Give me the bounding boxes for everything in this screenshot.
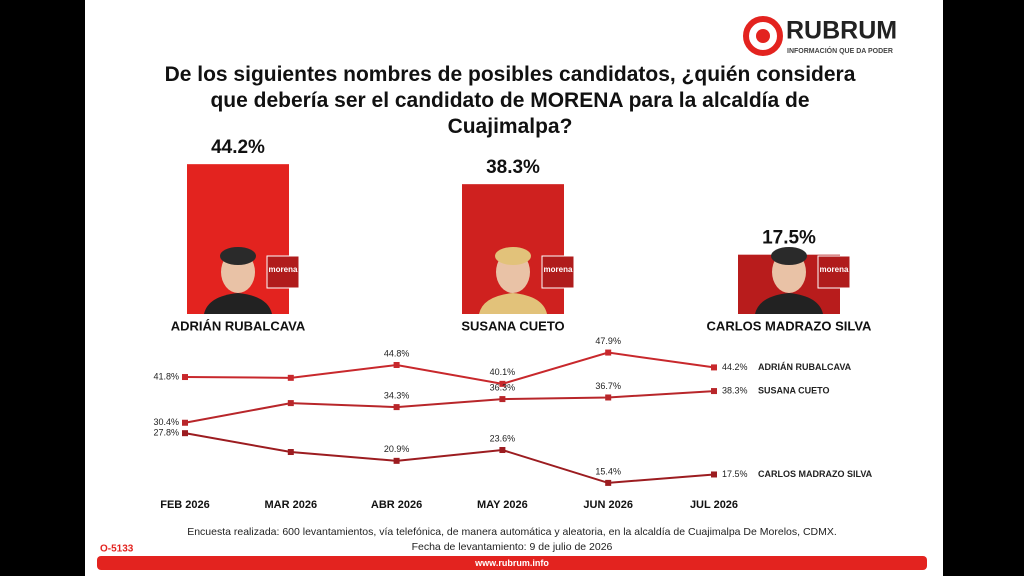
- point-label: 30.4%: [153, 417, 179, 427]
- bar-value-label: 17.5%: [762, 228, 816, 249]
- series-name: SUSANA CUETO: [758, 385, 830, 395]
- point: [287, 449, 294, 456]
- x-tick-label: FEB 2026: [160, 499, 210, 511]
- point: [711, 364, 717, 371]
- point: [605, 479, 612, 486]
- point: [182, 419, 188, 426]
- url: www.rubrum.info: [474, 558, 549, 568]
- series-line: [184, 432, 715, 484]
- point: [711, 471, 717, 478]
- survey-date: Fecha de levantamiento: 9 de julio de 20…: [412, 541, 613, 553]
- party-badge: [817, 255, 851, 289]
- point: [287, 374, 294, 381]
- point: [605, 394, 612, 401]
- x-tick-label: MAR 2026: [265, 499, 318, 511]
- candidate-name: ADRIÁN RUBALCAVA: [171, 318, 306, 333]
- point: [182, 430, 188, 437]
- logo-ring: [743, 16, 783, 56]
- point-label: 20.9%: [384, 444, 410, 454]
- point: [182, 374, 188, 381]
- x-tick-label: JUL 2026: [690, 499, 738, 511]
- party-logo: morena: [820, 265, 849, 274]
- party-logo: morena: [544, 265, 573, 274]
- point-label: 47.9%: [595, 336, 621, 346]
- bar-value-label: 38.3%: [486, 157, 540, 178]
- point-label: 40.1%: [490, 367, 516, 377]
- portrait-hair: [220, 247, 256, 265]
- point-label: 41.8%: [153, 371, 179, 381]
- footnote: Encuesta realizada: 600 levantamientos, …: [187, 526, 837, 538]
- point-label: 27.8%: [153, 428, 179, 438]
- brand: RUBRUM: [786, 17, 897, 45]
- tagline: INFORMACIÓN QUE DA PODER: [787, 46, 893, 55]
- point: [499, 380, 506, 387]
- point-label: 36.3%: [490, 382, 516, 392]
- point: [393, 362, 400, 368]
- point: [393, 457, 400, 464]
- title-box: De los siguientes nombres de posibles ca…: [164, 63, 856, 138]
- point: [711, 388, 717, 395]
- point-label: 34.3%: [384, 390, 410, 400]
- point: [605, 349, 612, 356]
- party-badge: [541, 255, 575, 289]
- point-label: 15.4%: [595, 466, 621, 476]
- series-line: [184, 390, 715, 424]
- chart-title: De los siguientes nombres de posibles ca…: [164, 63, 856, 138]
- party-badge: [266, 255, 300, 289]
- footer-bar: [97, 556, 927, 570]
- point-label: 38.3%: [722, 385, 748, 395]
- party-logo: morena: [269, 265, 298, 274]
- point-label: 23.6%: [490, 433, 516, 443]
- series-name: ADRIÁN RUBALCAVA: [758, 362, 852, 372]
- x-tick-label: MAY 2026: [477, 499, 528, 511]
- portrait-hair: [771, 247, 807, 265]
- bar-value-label: 44.2%: [211, 137, 265, 158]
- point: [499, 447, 506, 454]
- point: [393, 404, 400, 411]
- x-tick-label: JUN 2026: [583, 499, 633, 511]
- candidate-name: SUSANA CUETO: [461, 318, 564, 333]
- series-line: [184, 351, 715, 385]
- point: [287, 400, 294, 407]
- portrait-body: [479, 293, 547, 314]
- portrait-hair: [495, 247, 531, 265]
- x-tick-label: ABR 2026: [371, 499, 422, 511]
- point-label: 36.7%: [595, 381, 621, 391]
- series-name: CARLOS MADRAZO SILVA: [758, 469, 873, 479]
- portrait-body: [755, 293, 823, 314]
- code: O-5133: [100, 544, 134, 555]
- logo-dot: [756, 29, 770, 43]
- point: [499, 396, 506, 403]
- portrait-body: [204, 293, 272, 314]
- point-label: 17.5%: [722, 469, 748, 479]
- candidate-name: CARLOS MADRAZO SILVA: [707, 318, 873, 333]
- point-label: 44.2%: [722, 362, 748, 372]
- point-label: 44.8%: [384, 348, 410, 358]
